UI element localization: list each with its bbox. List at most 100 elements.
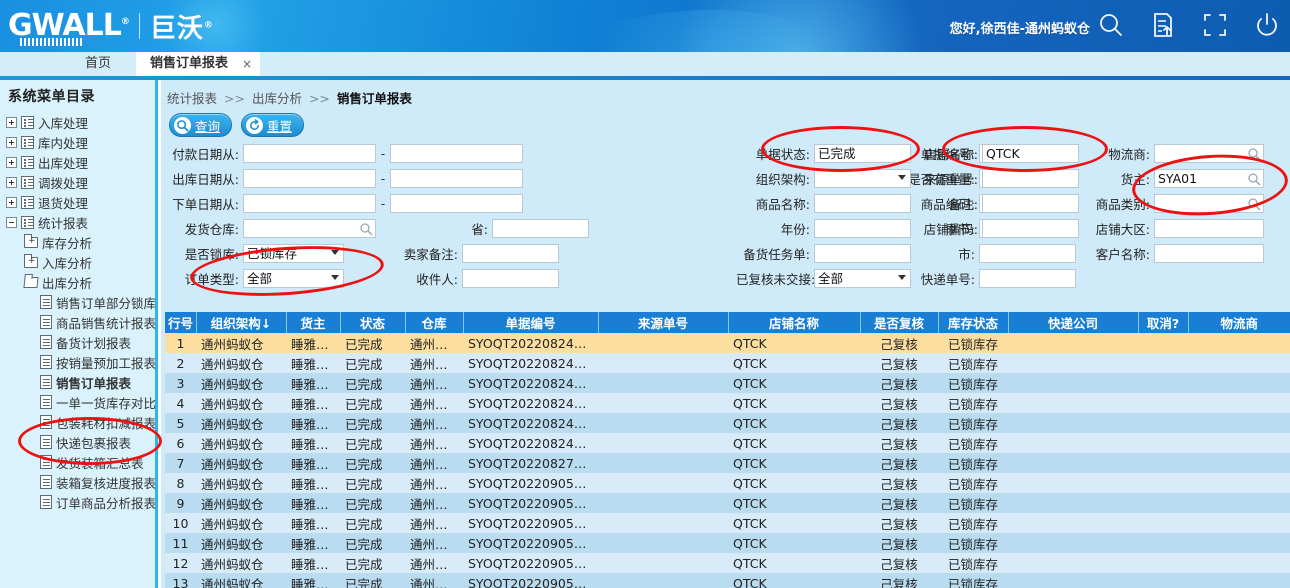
export-doc-icon[interactable] [1148, 10, 1178, 40]
table-row[interactable]: 1 通州蚂蚁仓 睡雅家居 已完成 通州蚂... SYOQT202208240018 QTCK… [165, 333, 1290, 353]
breadcrumb-part-1[interactable]: 统计报表 [167, 91, 218, 106]
expand-plus-icon[interactable] [6, 176, 17, 188]
org-structure-select[interactable] [814, 169, 911, 188]
table-row[interactable]: 3 通州蚂蚁仓 睡雅家居 已完成 通州蚂... SYOQT202208240018 QTCK… [165, 373, 1290, 393]
sidebar-item-10[interactable]: 商品销售统计报表 [0, 312, 155, 332]
table-cell: SYOQT202209050007 [463, 473, 598, 493]
table-row[interactable]: 5 通州蚂蚁仓 睡雅家居 已完成 通州蚂... SYOQT202208240018 QTCK… [165, 413, 1290, 433]
magnifier-icon[interactable] [1247, 147, 1261, 162]
product-category-input[interactable] [1154, 194, 1264, 213]
outbound-date-to-input[interactable] [390, 169, 523, 188]
seller-note-input[interactable] [462, 244, 559, 263]
sidebar-item-5[interactable]: 统计报表 [0, 212, 155, 232]
table-row[interactable]: 2 通州蚂蚁仓 睡雅家居 已完成 通州蚂... SYOQT202208240018 QTCK… [165, 353, 1290, 373]
chevron-down-icon [331, 275, 339, 280]
doc-status-input[interactable]: 已完成 [814, 144, 911, 163]
column-header[interactable]: 货主 [286, 312, 341, 333]
expand-plus-icon[interactable] [6, 136, 17, 148]
customer-name-input[interactable] [1154, 244, 1264, 263]
sidebar-item-18[interactable]: 装箱复核进度报表 [0, 472, 155, 492]
table-row[interactable]: 7 通州蚂蚁仓 睡雅家居 已完成 通州蚂... SYOQT202208270001 QTCK… [165, 453, 1290, 473]
city-input[interactable] [979, 244, 1076, 263]
collapse-minus-icon[interactable] [6, 216, 17, 228]
express-number-input[interactable] [979, 269, 1076, 288]
sidebar-item-12[interactable]: 按销量预加工报表 [0, 352, 155, 372]
magnifier-icon[interactable] [1247, 197, 1261, 212]
year-input[interactable] [814, 219, 911, 238]
query-button[interactable]: 查询 [169, 113, 233, 137]
logistics-provider-input[interactable] [1154, 144, 1264, 163]
column-header[interactable]: 取消? [1138, 312, 1189, 333]
sidebar-item-6[interactable]: 库存分析 [0, 232, 155, 252]
table-cell: SYOQT202208240018 [463, 413, 598, 433]
sidebar-item-11[interactable]: 备货计划报表 [0, 332, 155, 352]
province-input[interactable] [492, 219, 589, 238]
shop-region-input[interactable] [1154, 219, 1264, 238]
prep-task-order-input[interactable] [814, 244, 911, 263]
source-number-input[interactable] [982, 169, 1079, 188]
table-row[interactable]: 11 通州蚂蚁仓 睡雅家居 已完成 通州蚂... SYOQT202209050014 QTC… [165, 533, 1290, 553]
sidebar-item-19[interactable]: 订单商品分析报表 [0, 492, 155, 512]
table-row[interactable]: 8 通州蚂蚁仓 睡雅家居 已完成 通州蚂... SYOQT202209050007 QTCK… [165, 473, 1290, 493]
sidebar-item-13[interactable]: 销售订单报表 [0, 372, 155, 392]
is-locked-select[interactable]: 已锁库存 [243, 244, 344, 263]
sidebar-item-2[interactable]: 出库处理 [0, 152, 155, 172]
close-icon[interactable]: × [241, 57, 252, 71]
shop-code-input[interactable] [982, 219, 1079, 238]
column-header[interactable]: 状态 [340, 312, 406, 333]
sidebar-item-16[interactable]: 快递包裹报表 [0, 432, 155, 452]
fullscreen-icon[interactable] [1200, 10, 1230, 40]
ship-warehouse-input[interactable] [243, 219, 376, 238]
reset-button[interactable]: 重置 [241, 113, 305, 137]
owner-input[interactable]: SYA01 [1154, 169, 1264, 188]
table-row[interactable]: 13 通州蚂蚁仓 睡雅家居 已完成 通州蚂... SYOQT202209050533 QTC… [165, 573, 1290, 588]
expand-plus-icon[interactable] [6, 196, 17, 208]
column-header[interactable]: 库存状态 [938, 312, 1009, 333]
table-row[interactable]: 9 通州蚂蚁仓 睡雅家居 已完成 通州蚂... SYOQT202209050008 QTCK… [165, 493, 1290, 513]
column-header[interactable]: 组织架构↓ [196, 312, 287, 333]
sidebar-item-17[interactable]: 发货装箱汇总表 [0, 452, 155, 472]
column-header[interactable]: 行号 [165, 312, 197, 333]
table-row[interactable]: 4 通州蚂蚁仓 睡雅家居 已完成 通州蚂... SYOQT202208240018 QTCK… [165, 393, 1290, 413]
payment-date-to-input[interactable] [390, 144, 523, 163]
tab-sales-order-report[interactable]: 销售订单报表 × [136, 52, 260, 76]
tab-home[interactable]: 首页 [84, 56, 111, 71]
sidebar-item-9[interactable]: 销售订单部分锁库报表 [0, 292, 155, 312]
shop-name-input[interactable]: QTCK [982, 144, 1079, 163]
order-date-to-input[interactable] [390, 194, 523, 213]
column-header[interactable]: 物流商 [1188, 312, 1290, 333]
sidebar-item-15[interactable]: 包装耗材扣减报表 [0, 412, 155, 432]
brand-logo[interactable]: GWALL® 巨沃® [8, 6, 214, 46]
sidebar-item-14[interactable]: 一单一货库存对比 [0, 392, 155, 412]
column-header[interactable]: 来源单号 [598, 312, 729, 333]
sidebar-item-0[interactable]: 入库处理 [0, 112, 155, 132]
search-icon[interactable] [1096, 10, 1126, 40]
expand-plus-icon[interactable] [6, 116, 17, 128]
column-header[interactable]: 单据编号 [463, 312, 599, 333]
sidebar-item-4[interactable]: 退货处理 [0, 192, 155, 212]
magnifier-icon[interactable] [359, 222, 373, 237]
expand-plus-icon[interactable] [6, 156, 17, 168]
reviewed-not-handover-select[interactable]: 全部 [814, 269, 911, 288]
power-icon[interactable] [1252, 10, 1282, 40]
product-name-input[interactable] [814, 194, 911, 213]
sidebar-item-1[interactable]: 库内处理 [0, 132, 155, 152]
order-date-from-input[interactable] [243, 194, 376, 213]
column-header[interactable]: 店铺名称 [728, 312, 861, 333]
table-row[interactable]: 12 通州蚂蚁仓 睡雅家居 已完成 通州蚂... SYOQT202209050017 QTC… [165, 553, 1290, 573]
column-header[interactable]: 是否复核 [860, 312, 939, 333]
column-header[interactable]: 仓库 [405, 312, 464, 333]
magnifier-icon[interactable] [1247, 172, 1261, 187]
order-type-select[interactable]: 全部 [243, 269, 344, 288]
outbound-date-from-input[interactable] [243, 169, 376, 188]
breadcrumb-part-2[interactable]: 出库分析 [251, 91, 302, 106]
table-row[interactable]: 10 通州蚂蚁仓 睡雅家居 已完成 通州蚂... SYOQT202209050013 QTC… [165, 513, 1290, 533]
sidebar-item-8[interactable]: 出库分析 [0, 272, 155, 292]
recipient-input[interactable] [462, 269, 559, 288]
remark-input[interactable] [982, 194, 1079, 213]
table-row[interactable]: 6 通州蚂蚁仓 睡雅家居 已完成 通州蚂... SYOQT202208240018 QTCK… [165, 433, 1290, 453]
payment-date-from-input[interactable] [243, 144, 376, 163]
sidebar-item-3[interactable]: 调拨处理 [0, 172, 155, 192]
column-header[interactable]: 快递公司 [1008, 312, 1139, 333]
sidebar-item-7[interactable]: 入库分析 [0, 252, 155, 272]
